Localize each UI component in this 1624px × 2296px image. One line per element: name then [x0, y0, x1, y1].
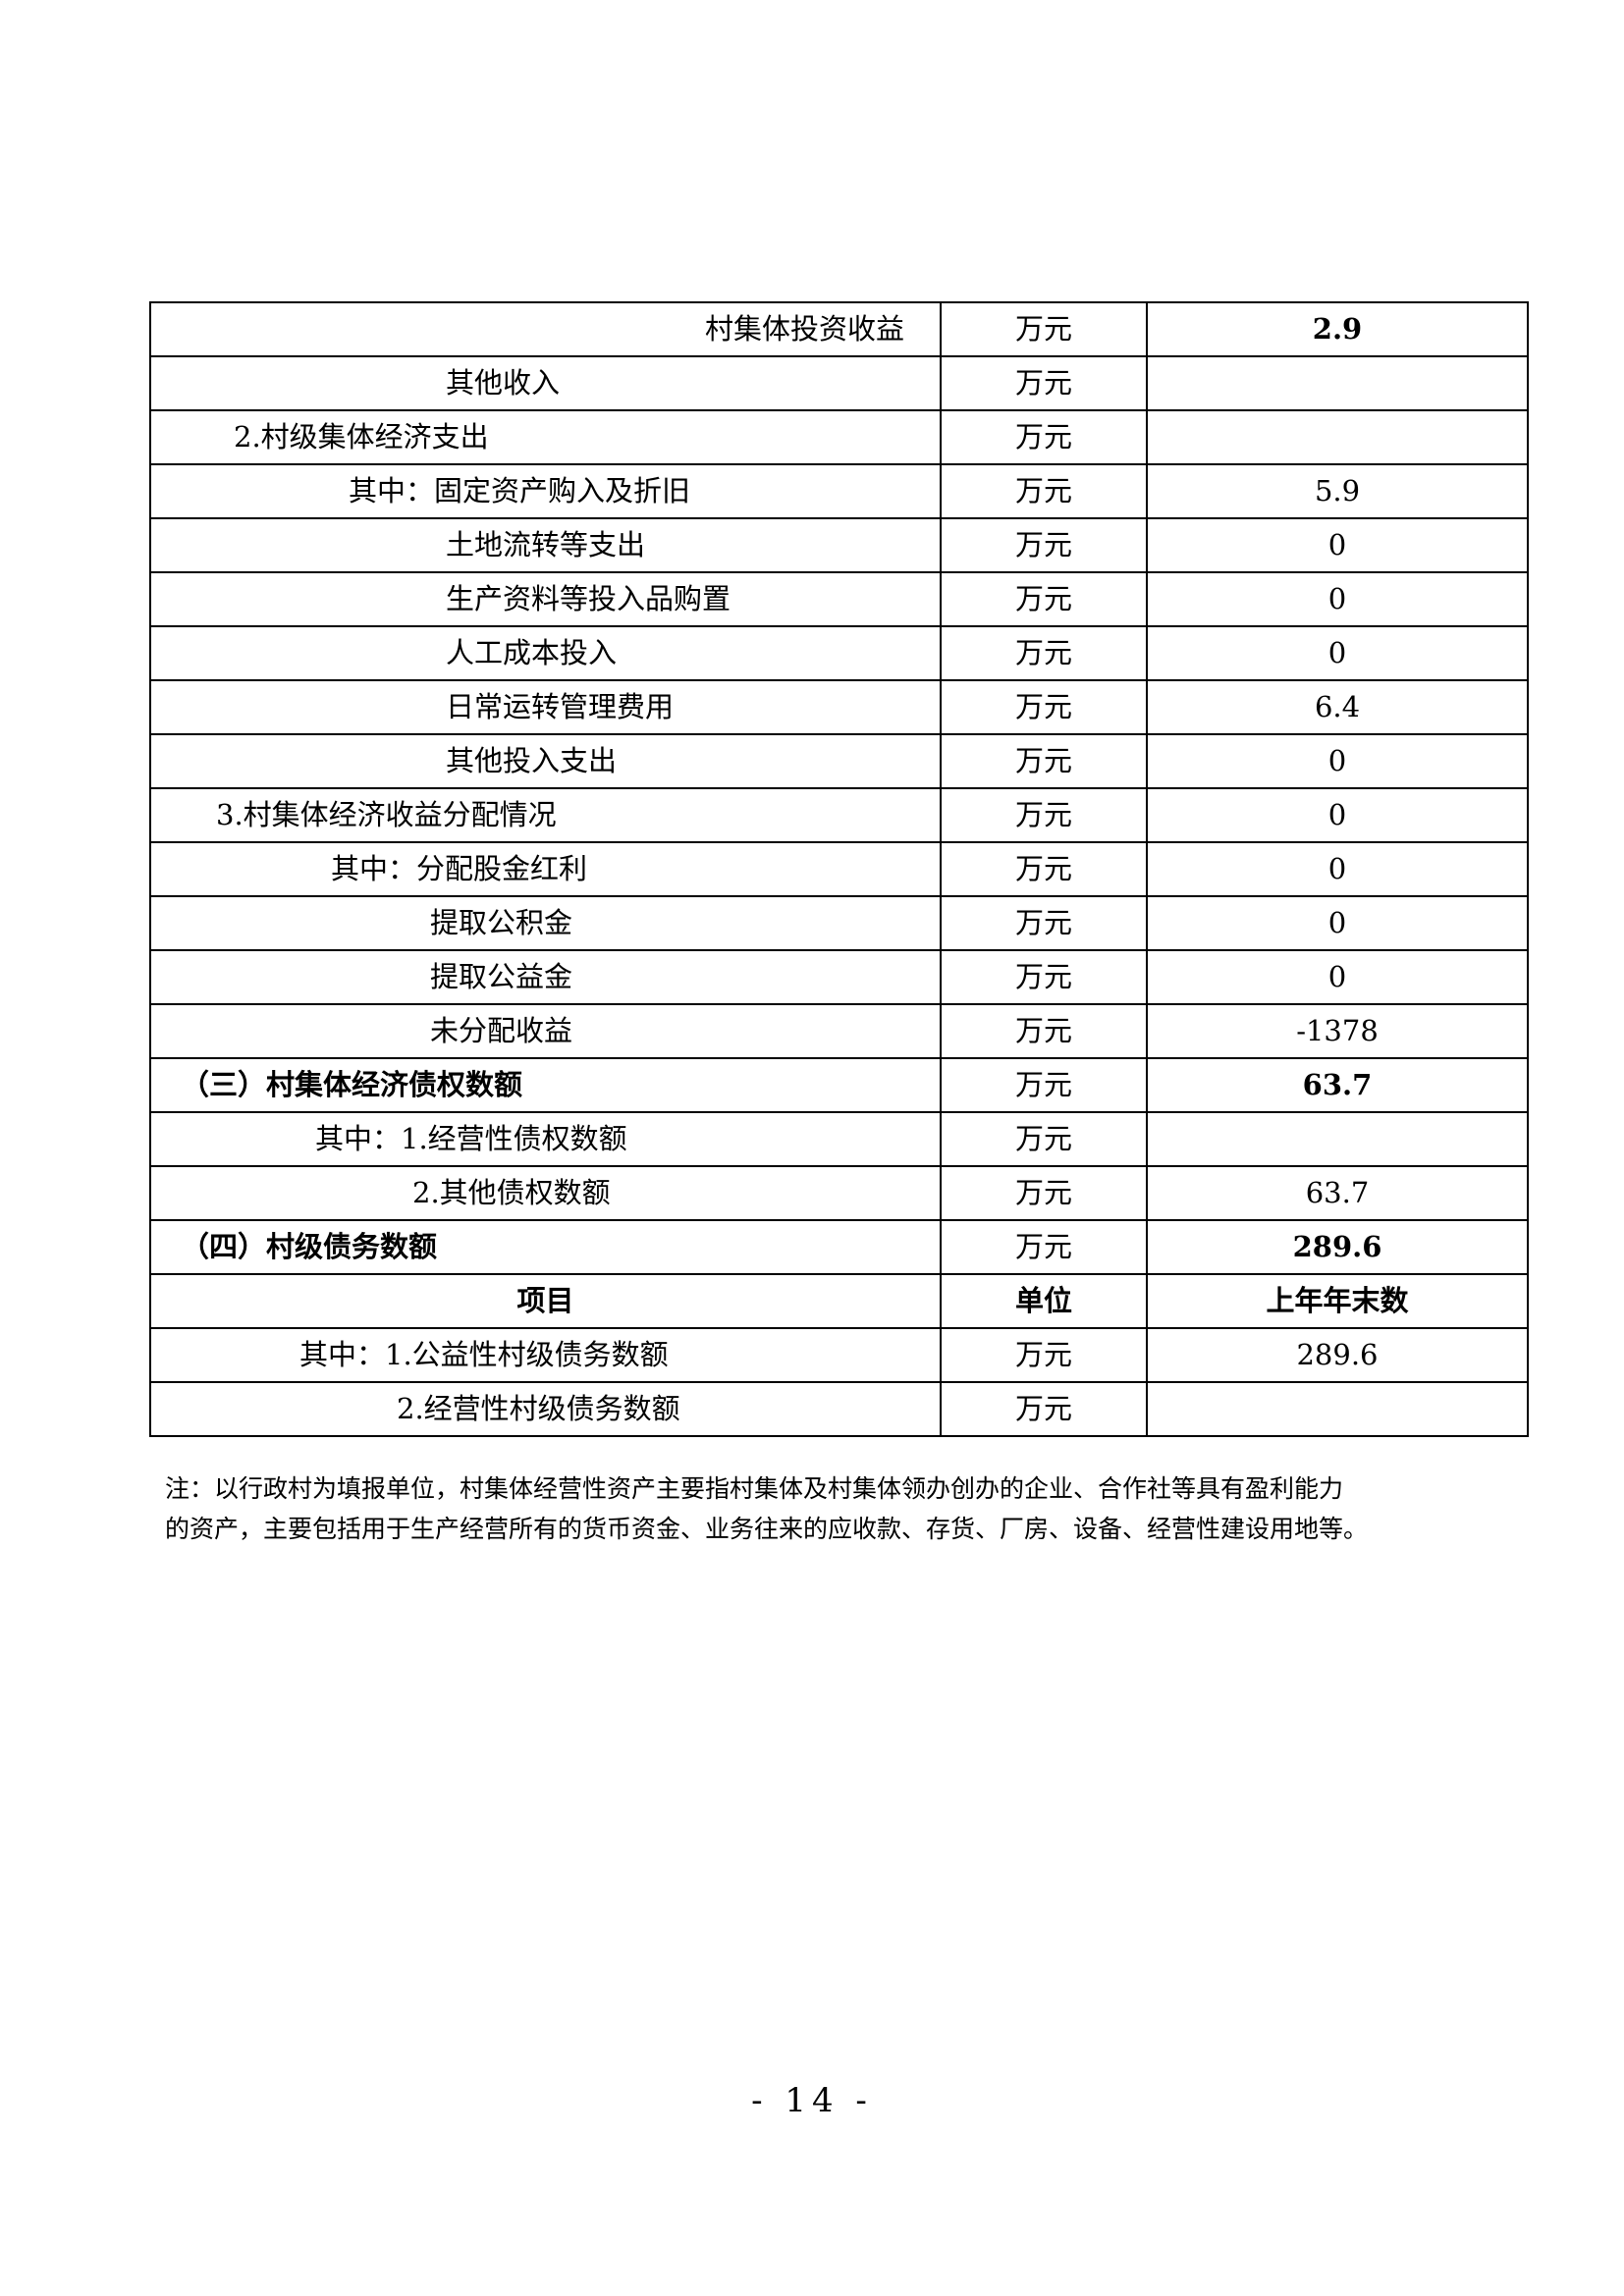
item-cell: 村集体投资收益 — [149, 301, 942, 357]
unit-cell: 万元 — [940, 571, 1148, 627]
item-cell: 未分配收益 — [149, 1003, 942, 1059]
value-cell: 63.7 — [1146, 1057, 1529, 1113]
unit-cell: 万元 — [940, 1111, 1148, 1167]
item-cell: 其他投入支出 — [149, 733, 942, 789]
table-row: 生产资料等投入品购置 万元 0 — [149, 571, 1529, 627]
item-cell: 项目 — [149, 1273, 942, 1329]
table-row: 其中：1.公益性村级债务数额 万元 289.6 — [149, 1327, 1529, 1383]
unit-cell: 万元 — [940, 841, 1148, 897]
unit-cell: 万元 — [940, 301, 1148, 357]
value-cell: 0 — [1146, 517, 1529, 573]
unit-cell: 万元 — [940, 949, 1148, 1005]
item-cell: 其中：固定资产购入及折旧 — [149, 463, 942, 519]
unit-cell: 万元 — [940, 409, 1148, 465]
note-line-1: 注：以行政村为填报单位，村集体经营性资产主要指村集体及村集体领办创办的企业、合作… — [165, 1474, 1344, 1503]
value-cell: 289.6 — [1146, 1219, 1529, 1275]
table-row: 村集体投资收益 万元 2.9 — [149, 301, 1529, 357]
unit-cell: 万元 — [940, 1003, 1148, 1059]
item-cell: 其中：1.公益性村级债务数额 — [149, 1327, 942, 1383]
table-row: 其中：1.经营性债权数额 万元 — [149, 1111, 1529, 1167]
value-cell: 0 — [1146, 949, 1529, 1005]
item-cell: 其中：1.经营性债权数额 — [149, 1111, 942, 1167]
value-cell: 0 — [1146, 841, 1529, 897]
value-cell: 289.6 — [1146, 1327, 1529, 1383]
item-cell: 其他收入 — [149, 355, 942, 411]
table-row: 未分配收益 万元 -1378 — [149, 1003, 1529, 1059]
page-number: - 14 - — [751, 2081, 873, 2120]
collective-economy-table: 村集体投资收益 万元 2.9 其他收入 万元 2.村级集体经济支出 万元 其中：固定资产购入及… — [149, 301, 1529, 1437]
table-row: 2.经营性村级债务数额 万元 — [149, 1381, 1529, 1437]
unit-cell: 万元 — [940, 1327, 1148, 1383]
unit-cell: 万元 — [940, 895, 1148, 951]
value-cell — [1146, 1111, 1529, 1167]
value-cell: 0 — [1146, 787, 1529, 843]
unit-cell: 万元 — [940, 679, 1148, 735]
value-cell: 63.7 — [1146, 1165, 1529, 1221]
value-cell: -1378 — [1146, 1003, 1529, 1059]
item-cell: 3.村集体经济收益分配情况 — [149, 787, 942, 843]
value-cell — [1146, 409, 1529, 465]
table-row: 日常运转管理费用 万元 6.4 — [149, 679, 1529, 735]
value-cell — [1146, 355, 1529, 411]
value-cell: 0 — [1146, 733, 1529, 789]
value-cell: 0 — [1146, 895, 1529, 951]
item-cell: 日常运转管理费用 — [149, 679, 942, 735]
table-row: 3.村集体经济收益分配情况 万元 0 — [149, 787, 1529, 843]
unit-cell: 万元 — [940, 787, 1148, 843]
table-row: （四）村级债务数额 万元 289.6 — [149, 1219, 1529, 1275]
table-row: 人工成本投入 万元 0 — [149, 625, 1529, 681]
item-cell: 2.村级集体经济支出 — [149, 409, 942, 465]
unit-cell: 单位 — [940, 1273, 1148, 1329]
table-row: （三）村集体经济债权数额 万元 63.7 — [149, 1057, 1529, 1113]
unit-cell: 万元 — [940, 1219, 1148, 1275]
item-cell: 生产资料等投入品购置 — [149, 571, 942, 627]
value-cell: 6.4 — [1146, 679, 1529, 735]
table-row: 其中：固定资产购入及折旧 万元 5.9 — [149, 463, 1529, 519]
table-row: 提取公益金 万元 0 — [149, 949, 1529, 1005]
value-cell — [1146, 1381, 1529, 1437]
unit-cell: 万元 — [940, 463, 1148, 519]
table-row: 其他投入支出 万元 0 — [149, 733, 1529, 789]
item-cell: （三）村集体经济债权数额 — [149, 1057, 942, 1113]
unit-cell: 万元 — [940, 733, 1148, 789]
table-row: 其中：分配股金红利 万元 0 — [149, 841, 1529, 897]
item-cell: 2.其他债权数额 — [149, 1165, 942, 1221]
value-cell: 5.9 — [1146, 463, 1529, 519]
item-cell: 土地流转等支出 — [149, 517, 942, 573]
value-cell: 0 — [1146, 571, 1529, 627]
table-row: 2.其他债权数额 万元 63.7 — [149, 1165, 1529, 1221]
table-row: 提取公积金 万元 0 — [149, 895, 1529, 951]
table-header-row: 项目 单位 上年年末数 — [149, 1273, 1529, 1329]
item-cell: （四）村级债务数额 — [149, 1219, 942, 1275]
table-note: 注：以行政村为填报单位，村集体经营性资产主要指村集体及村集体领办创办的企业、合作… — [165, 1468, 1520, 1549]
item-cell: 提取公益金 — [149, 949, 942, 1005]
unit-cell: 万元 — [940, 517, 1148, 573]
unit-cell: 万元 — [940, 1165, 1148, 1221]
value-cell: 2.9 — [1146, 301, 1529, 357]
item-cell: 其中：分配股金红利 — [149, 841, 942, 897]
item-cell: 人工成本投入 — [149, 625, 942, 681]
unit-cell: 万元 — [940, 1057, 1148, 1113]
value-cell: 上年年末数 — [1146, 1273, 1529, 1329]
item-cell: 2.经营性村级债务数额 — [149, 1381, 942, 1437]
unit-cell: 万元 — [940, 1381, 1148, 1437]
table-row: 2.村级集体经济支出 万元 — [149, 409, 1529, 465]
item-cell: 提取公积金 — [149, 895, 942, 951]
table-row: 土地流转等支出 万元 0 — [149, 517, 1529, 573]
table-row: 其他收入 万元 — [149, 355, 1529, 411]
unit-cell: 万元 — [940, 355, 1148, 411]
note-line-2: 的资产，主要包括用于生产经营所有的货币资金、业务往来的应收款、存货、厂房、设备、… — [165, 1515, 1369, 1543]
value-cell: 0 — [1146, 625, 1529, 681]
unit-cell: 万元 — [940, 625, 1148, 681]
